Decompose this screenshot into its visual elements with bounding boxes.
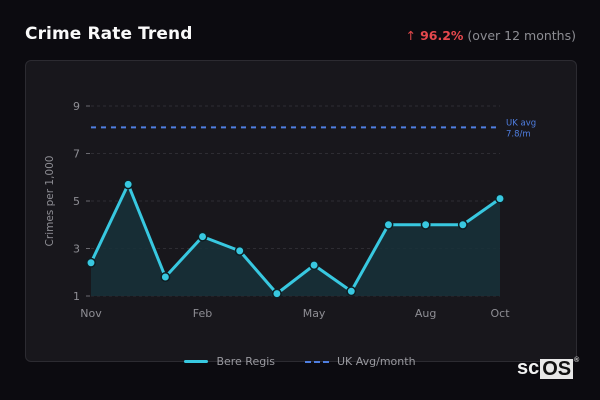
data-point-marker [234,245,245,256]
x-tick-label: Oct [490,307,510,320]
data-point-marker [383,219,394,230]
data-point-marker [160,272,171,282]
legend-item-series[interactable]: Bere Regis [184,355,275,368]
legend-label-uk-avg: UK Avg/month [337,355,416,368]
y-tick-label: 9 [73,100,80,113]
chart-legend: Bere Regis UK Avg/month [0,355,600,368]
data-point-marker [86,257,96,268]
data-point-marker [309,260,320,271]
page-title: Crime Rate Trend [25,24,193,44]
data-point-marker [197,231,208,242]
data-point-marker [457,219,468,230]
data-point-marker [346,286,357,297]
y-axis-label: Crimes per 1,000 [44,156,56,247]
solid-line-swatch-icon [184,360,209,363]
data-point-marker [123,179,134,190]
change-indicator: ↑ 96.2% (over 12 months) [406,28,576,43]
data-point-marker [495,193,505,204]
uk-avg-annotation-line2: 7.8/m [506,129,531,139]
dashed-line-swatch-icon [305,360,329,363]
change-note: (over 12 months) [467,28,576,43]
logo-sc: sc [517,357,540,379]
y-tick-label: 5 [73,195,80,208]
registered-mark: ® [574,357,580,364]
change-percentage: 96.2% [420,28,464,43]
x-tick-label: Nov [80,307,102,320]
x-tick-label: Feb [193,307,212,320]
scos-logo: sc OS ® [517,357,579,380]
x-tick-label: Aug [415,307,436,320]
uk-avg-annotation-line1: UK avg [506,118,536,128]
data-point-marker [420,219,431,230]
logo-os: OS [540,357,574,380]
y-tick-label: 3 [73,243,80,256]
arrow-up-icon: ↑ [405,28,417,43]
x-tick-label: May [303,307,326,320]
series-area [91,184,500,296]
legend-item-uk-avg[interactable]: UK Avg/month [305,355,416,368]
y-tick-label: 7 [73,148,80,161]
series-line [89,182,501,296]
legend-label-series: Bere Regis [216,355,275,368]
y-tick-label: 1 [73,290,80,303]
data-point-marker [271,288,282,299]
